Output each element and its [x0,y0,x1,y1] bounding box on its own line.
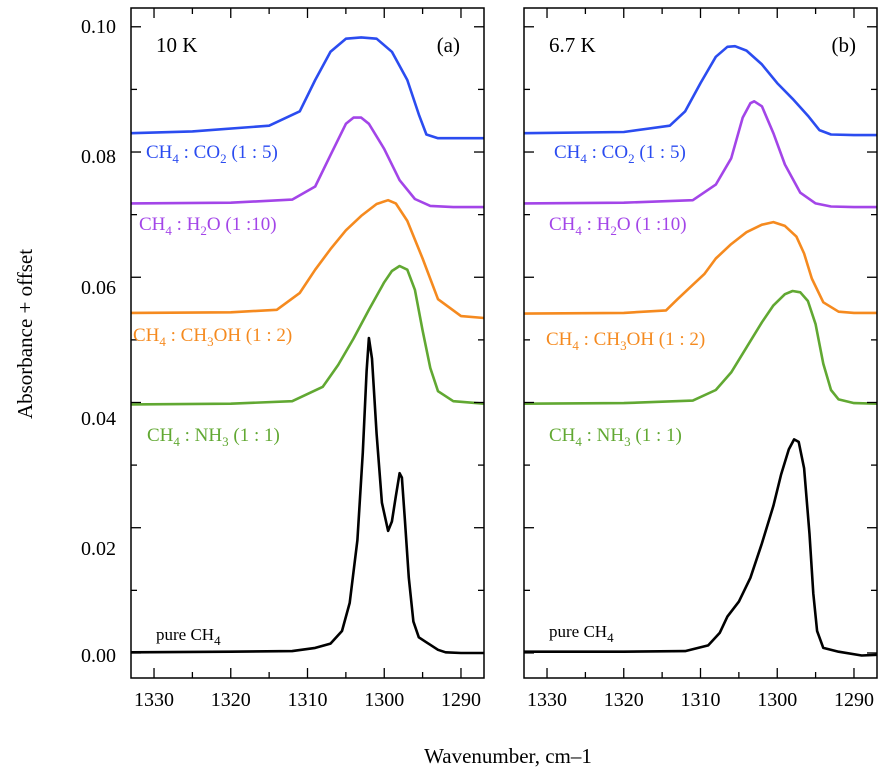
y-tick-label: 0.06 [81,277,116,299]
y-tick-label: 0.04 [81,408,116,430]
y-tick-label: 0.00 [81,645,116,667]
panel-a-series-ch4-co2-1-5 [130,36,484,140]
panel-a-label-pure: pure CH4 [156,625,221,648]
panel-b-curves [523,44,878,657]
panel-b-temperature: 6.7 K [549,33,596,57]
panel-b-series-ch4-h2o-1-10 [523,100,877,209]
panel-b: 1330 1320 1310 1300 1290 6.7 K (b) CH4 : CO2… [523,7,878,711]
panel-b-label-ch3oh: CH4 : CH3OH (1 : 2) [546,329,705,353]
panel-a-x-tick-labels: 1330 1320 1310 1300 1290 [134,689,481,711]
panel-a-ticks [131,8,484,678]
x-tick-label: 1330 [134,689,174,711]
panel-b-series-ch4-ch3oh-1-2 [523,220,877,315]
panel-a-label-h2o: CH4 : H2O (1 :10) [139,214,277,238]
panel-a-curves [130,36,485,655]
panel-a-temperature: 10 K [156,33,197,57]
panel-b-label: (b) [832,33,857,57]
x-tick-label: 1300 [364,689,404,711]
panel-a-series-ch4-nh3-1-1 [130,264,485,406]
x-tick-label: 1310 [288,689,328,711]
panel-a-label-nh3: CH4 : NH3 (1 : 1) [147,425,280,449]
panel-b-series-ch4-nh3-1-1 [523,289,878,405]
y-tick-label: 0.02 [81,538,116,560]
panel-b-label-h2o: CH4 : H2O (1 :10) [549,214,687,238]
panel-a-label-co2: CH4 : CO2 (1 : 5) [146,142,278,166]
panel-a-label-ch3oh: CH4 : CH3OH (1 : 2) [133,325,292,349]
y-tick-label: 0.10 [81,16,116,38]
x-tick-label: 1290 [834,689,874,711]
panel-b-series-ch4-co2-1-5 [523,44,877,137]
y-axis-label: Absorbance + offset [13,249,37,419]
panel-a-series-ch4-h2o-1-10 [130,116,484,209]
panel-a-series-pure-ch4 [130,336,484,655]
x-axis-label: Wavenumber, cm–1 [424,744,592,768]
panel-b-label-nh3: CH4 : NH3 (1 : 1) [549,425,682,449]
y-tick-label: 0.08 [81,146,116,168]
x-tick-label: 1290 [441,689,481,711]
x-tick-label: 1300 [757,689,797,711]
panel-b-ticks [524,8,877,678]
x-tick-label: 1320 [604,689,644,711]
x-tick-label: 1320 [211,689,251,711]
panel-a-y-tick-labels: 0.00 0.02 0.04 0.06 0.08 0.10 [81,16,116,667]
panel-a-series-ch4-ch3oh-1-2 [130,198,485,320]
x-tick-label: 1330 [527,689,567,711]
panel-b-series-pure-ch4 [524,438,878,657]
panel-b-label-pure: pure CH4 [549,622,614,645]
panel-a-label: (a) [437,33,460,57]
panel-a: 0.00 0.02 0.04 0.06 0.08 0.10 1330 1320 13… [81,7,485,711]
panel-b-label-co2: CH4 : CO2 (1 : 5) [554,142,686,166]
panel-b-x-tick-labels: 1330 1320 1310 1300 1290 [527,689,874,711]
x-tick-label: 1310 [681,689,721,711]
